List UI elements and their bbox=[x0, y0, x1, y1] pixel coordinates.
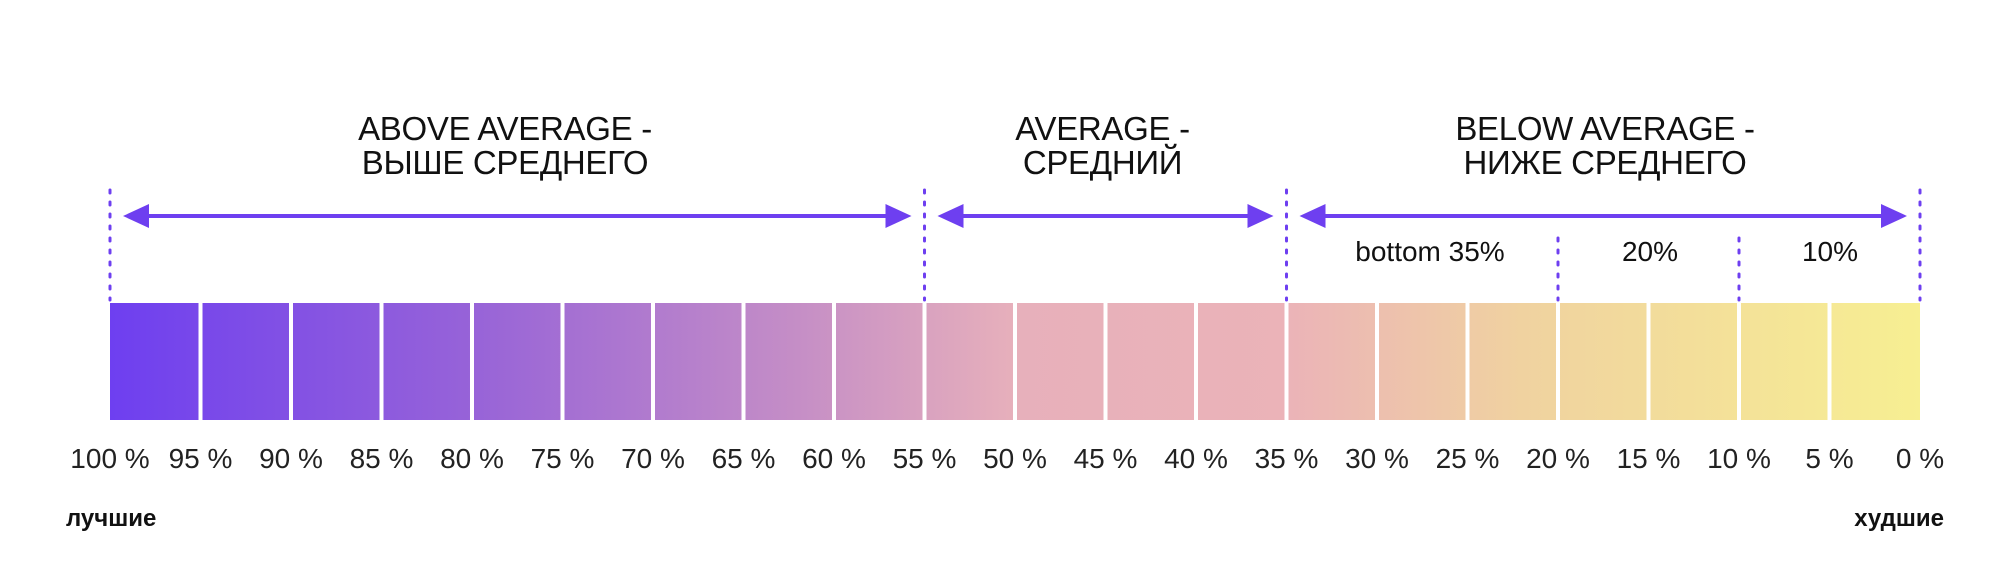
zone-title-line-en: BELOW AVERAGE - bbox=[1455, 110, 1755, 147]
tick-label: 45 % bbox=[1074, 443, 1138, 474]
worst-label: худшие bbox=[1854, 505, 1944, 532]
tick-label: 30 % bbox=[1345, 443, 1409, 474]
zone-title-average: AVERAGE - СРЕДНИЙ bbox=[930, 112, 1275, 180]
tick-label: 100 % bbox=[70, 443, 149, 474]
tick-label: 95 % bbox=[169, 443, 233, 474]
zone-title-line-en: ABOVE AVERAGE - bbox=[358, 110, 652, 147]
tick-label: 60 % bbox=[802, 443, 866, 474]
sub-label-bottom-35: bottom 35% bbox=[1355, 236, 1505, 267]
tick-label: 70 % bbox=[621, 443, 685, 474]
tick-label: 25 % bbox=[1436, 443, 1500, 474]
tick-label: 90 % bbox=[259, 443, 323, 474]
zone-title-line-ru: СРЕДНИЙ bbox=[1022, 144, 1183, 181]
tick-label: 75 % bbox=[531, 443, 595, 474]
zone-range-arrow bbox=[1299, 204, 1907, 228]
zone-title-line-ru: НИЖЕ СРЕДНЕГО bbox=[1463, 144, 1747, 181]
zone-range-arrow bbox=[937, 204, 1274, 228]
tick-label: 35 % bbox=[1255, 443, 1319, 474]
tick-label: 15 % bbox=[1617, 443, 1681, 474]
tick-label: 40 % bbox=[1164, 443, 1228, 474]
tick-label: 65 % bbox=[712, 443, 776, 474]
tick-label: 55 % bbox=[893, 443, 957, 474]
zone-range-arrow bbox=[123, 204, 912, 228]
tick-label: 10 % bbox=[1707, 443, 1771, 474]
zone-title-below-average: BELOW AVERAGE - НИЖЕ СРЕДНЕГО bbox=[1290, 112, 1920, 180]
zone-title-above-average: ABOVE AVERAGE - ВЫШЕ СРЕДНЕГО bbox=[110, 112, 900, 180]
tick-label: 85 % bbox=[350, 443, 414, 474]
tick-label: 20 % bbox=[1526, 443, 1590, 474]
tick-label: 50 % bbox=[983, 443, 1047, 474]
sub-label-10: 10% bbox=[1801, 236, 1859, 267]
tick-label: 0 % bbox=[1896, 443, 1944, 474]
zone-title-line-ru: ВЫШЕ СРЕДНЕГО bbox=[361, 144, 649, 181]
tick-label: 80 % bbox=[440, 443, 504, 474]
zone-title-line-en: AVERAGE - bbox=[1015, 110, 1190, 147]
best-label: лучшие bbox=[66, 505, 157, 532]
sub-label-20: 20% bbox=[1621, 236, 1679, 267]
tick-label: 5 % bbox=[1805, 443, 1853, 474]
